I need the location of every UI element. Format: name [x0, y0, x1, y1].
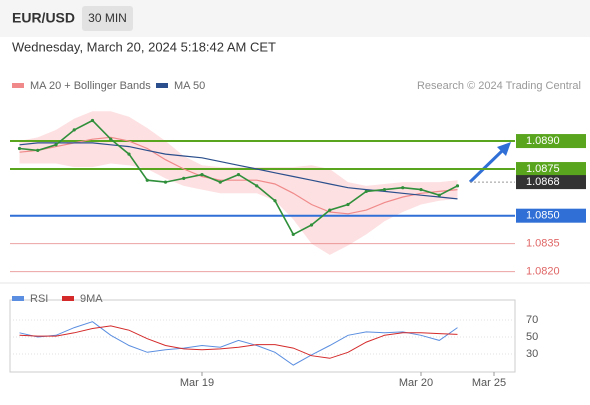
price-point	[382, 187, 387, 192]
credit: Research © 2024 Trading Central	[417, 80, 581, 92]
price-point	[109, 137, 113, 141]
price-point	[255, 184, 259, 188]
rsi-line	[19, 321, 458, 366]
rsi-line	[19, 325, 458, 359]
price-point	[17, 146, 22, 151]
price-point	[90, 118, 95, 123]
bollinger-band	[19, 111, 458, 255]
legend-swatch	[156, 83, 168, 88]
price-point	[200, 173, 204, 177]
price-point	[127, 152, 131, 156]
price-point	[309, 223, 314, 227]
legend-swatch	[12, 296, 24, 301]
forecast-arrow	[468, 148, 505, 184]
y-tick-label: 70	[526, 314, 538, 326]
price-point	[455, 184, 460, 188]
price-point	[346, 202, 350, 207]
price-point	[54, 143, 58, 147]
level-box	[516, 162, 586, 177]
price-point	[419, 187, 423, 192]
price-point	[273, 199, 277, 203]
rsi-frame	[9, 299, 516, 373]
price-point	[145, 178, 149, 182]
level-label: 1.0868	[526, 176, 560, 188]
level-box	[516, 134, 586, 149]
price-point	[364, 189, 368, 194]
level-label: 1.0890	[526, 135, 560, 147]
y-tick-label: 30	[526, 348, 538, 360]
legend-label: MA 50	[174, 80, 205, 92]
x-tick-label: Mar 19	[180, 377, 214, 389]
interval-pill[interactable]	[82, 6, 133, 31]
price-point	[291, 232, 295, 236]
legend-label: 9MA	[80, 293, 103, 305]
level-box	[516, 208, 586, 223]
price-point	[72, 128, 76, 132]
level-label: 1.0835	[526, 238, 560, 250]
level-box	[516, 175, 586, 190]
price-point	[36, 148, 40, 152]
datetime: Wednesday, March 20, 2024 5:18:42 AM CET	[12, 39, 276, 54]
price-point	[437, 193, 441, 197]
price-point	[236, 173, 241, 177]
price-point	[218, 180, 222, 184]
symbol: EUR/USD	[12, 10, 75, 26]
level-label: 1.0850	[526, 210, 560, 222]
price-point	[163, 180, 168, 184]
x-tick-label: Mar 20	[399, 377, 433, 389]
price-point	[182, 176, 186, 180]
level-label: 1.0875	[526, 163, 560, 175]
y-tick-label: 50	[526, 331, 538, 343]
legend-swatch	[12, 83, 24, 88]
forecast-arrowhead	[497, 142, 511, 156]
legend-swatch	[62, 296, 74, 301]
level-label: 1.0820	[526, 266, 560, 278]
x-tick-label: Mar 25	[472, 377, 506, 389]
price-point	[328, 208, 332, 212]
ma-line	[19, 136, 458, 215]
legend-label: RSI	[30, 293, 48, 305]
legend-label: MA 20 + Bollinger Bands	[30, 80, 151, 92]
price-point	[401, 186, 405, 190]
interval[interactable]: 30 MIN	[88, 11, 127, 25]
ma-line	[19, 142, 458, 200]
